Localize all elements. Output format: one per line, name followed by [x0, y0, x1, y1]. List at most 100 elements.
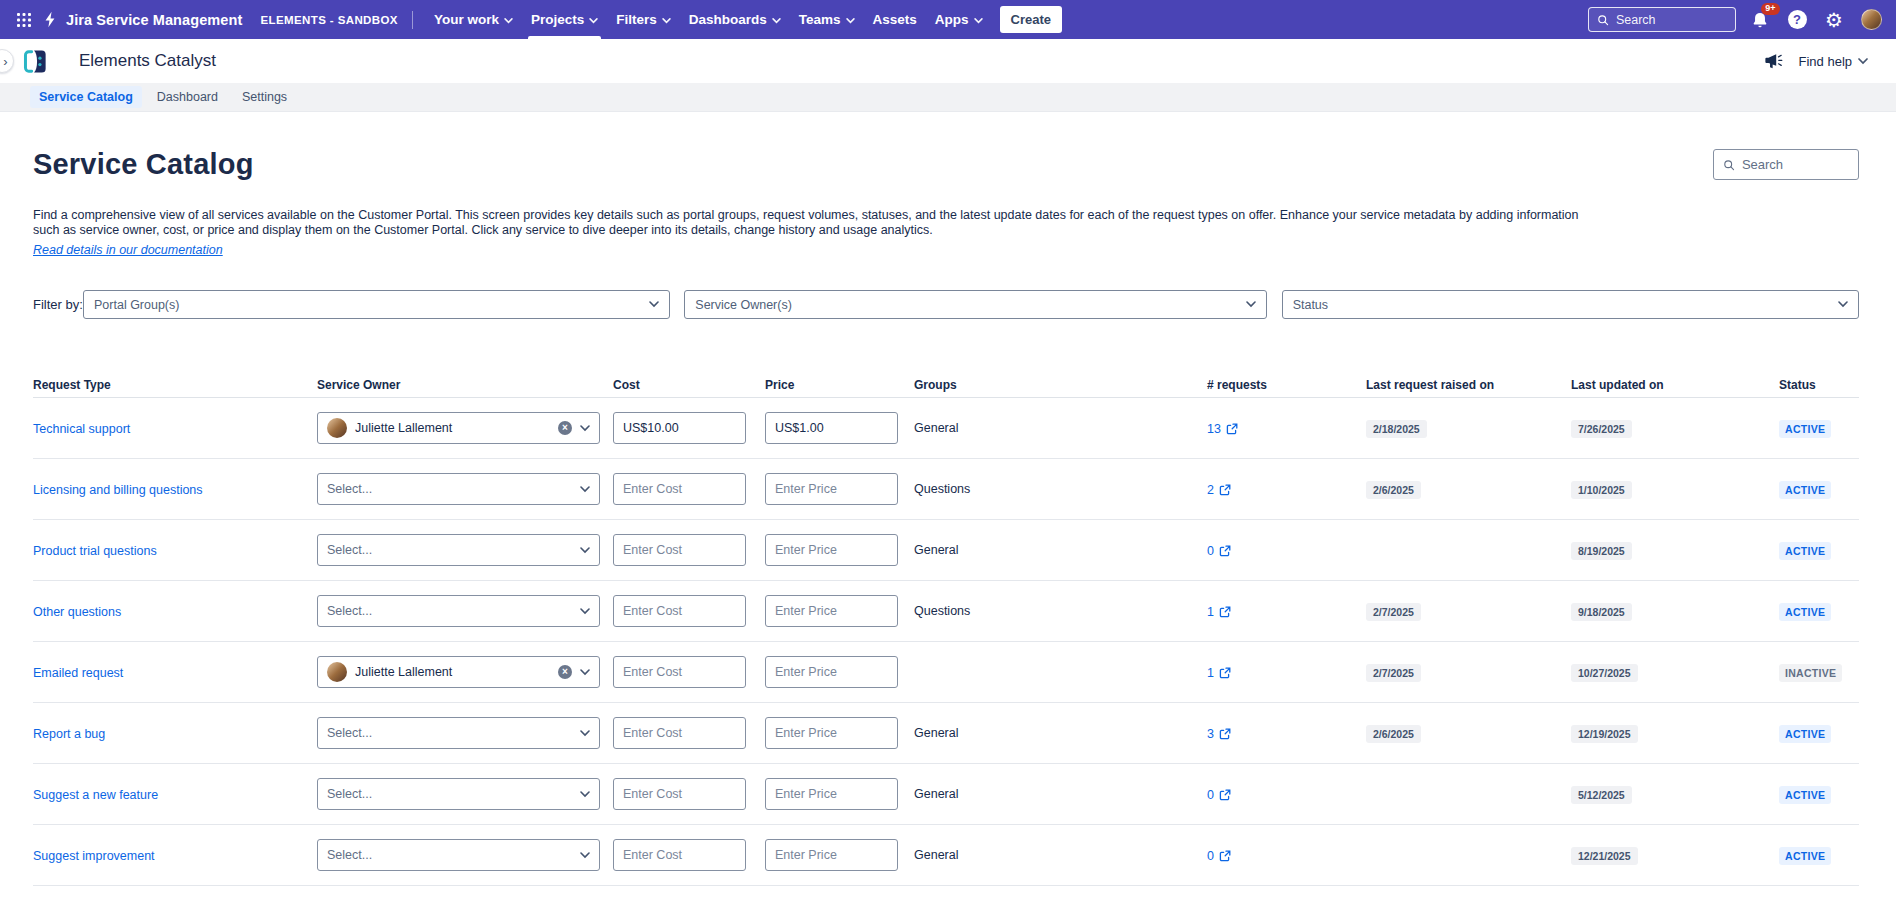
settings-button[interactable]: ⚙ — [1821, 7, 1847, 33]
portal-groups-filter[interactable]: Portal Group(s) — [83, 290, 670, 319]
cost-input[interactable] — [613, 473, 746, 505]
request-type-link[interactable]: Emailed request — [33, 666, 123, 680]
owner-select-placeholder: Select... — [327, 604, 372, 618]
request-type-link[interactable]: Technical support — [33, 422, 130, 436]
help-button[interactable]: ? — [1784, 7, 1810, 33]
status-badge: ACTIVE — [1779, 420, 1831, 438]
global-search[interactable] — [1588, 7, 1736, 32]
price-input[interactable] — [765, 534, 898, 566]
last-request-date: 2/7/2025 — [1366, 603, 1421, 621]
request-count-link[interactable]: 0 — [1207, 788, 1231, 802]
cost-input[interactable] — [613, 839, 746, 871]
table-row: Other questions Select... Questions 1 — [33, 581, 1859, 642]
price-input[interactable] — [765, 595, 898, 627]
documentation-link[interactable]: Read details in our documentation — [33, 243, 223, 257]
price-input[interactable] — [765, 473, 898, 505]
price-input[interactable] — [765, 839, 898, 871]
request-count-link[interactable]: 2 — [1207, 483, 1231, 497]
nav-item-teams[interactable]: Teams — [790, 0, 864, 39]
service-owner-select[interactable]: Select... — [317, 839, 600, 871]
status-filter[interactable]: Status — [1282, 290, 1859, 319]
price-input[interactable] — [765, 717, 898, 749]
service-owner-select[interactable]: Select... — [317, 595, 600, 627]
request-type-link[interactable]: Suggest a new feature — [33, 788, 158, 802]
request-type-link[interactable]: Report a bug — [33, 727, 105, 741]
cost-input[interactable] — [613, 717, 746, 749]
nav-item-filters[interactable]: Filters — [607, 0, 680, 39]
profile-button[interactable] — [1858, 7, 1884, 33]
service-owners-filter[interactable]: Service Owner(s) — [684, 290, 1266, 319]
description-line-1: Find a comprehensive view of all service… — [33, 208, 1859, 223]
request-type-link[interactable]: Licensing and billing questions — [33, 483, 203, 497]
price-input[interactable] — [765, 778, 898, 810]
table-body: Technical support Juliette Lallement × G… — [33, 398, 1859, 886]
last-updated-date: 12/21/2025 — [1571, 847, 1638, 865]
owner-avatar — [327, 418, 347, 438]
owner-select-placeholder: Select... — [327, 787, 372, 801]
elements-catalyst-logo-icon — [22, 48, 49, 75]
col-header-price: Price — [765, 378, 914, 392]
cost-input[interactable] — [613, 778, 746, 810]
user-avatar — [1861, 9, 1882, 30]
megaphone-icon[interactable] — [1764, 53, 1783, 70]
catalog-search-input[interactable] — [1742, 157, 1849, 172]
last-updated-date: 12/19/2025 — [1571, 725, 1638, 743]
request-count: 13 — [1207, 422, 1221, 436]
global-search-input[interactable] — [1616, 13, 1727, 27]
clear-owner-icon[interactable]: × — [558, 421, 572, 435]
cost-input[interactable] — [613, 412, 746, 444]
last-updated-date: 5/12/2025 — [1571, 786, 1632, 804]
service-owner-select[interactable]: Select... — [317, 473, 600, 505]
nav-item-assets[interactable]: Assets — [864, 0, 926, 39]
status-badge: ACTIVE — [1779, 725, 1831, 743]
request-type-link[interactable]: Product trial questions — [33, 544, 157, 558]
app-switcher-icon[interactable] — [10, 6, 38, 34]
col-header-cost: Cost — [613, 378, 765, 392]
cost-input[interactable] — [613, 656, 746, 688]
request-count: 0 — [1207, 849, 1214, 863]
tab-settings[interactable]: Settings — [233, 86, 296, 108]
status-badge: ACTIVE — [1779, 481, 1831, 499]
table-row: Suggest improvement Select... General 0 — [33, 825, 1859, 886]
nav-item-projects[interactable]: Projects — [522, 0, 607, 39]
request-count-link[interactable]: 0 — [1207, 544, 1231, 558]
request-count-link[interactable]: 1 — [1207, 666, 1231, 680]
request-count-link[interactable]: 3 — [1207, 727, 1231, 741]
app-title: Elements Catalyst — [79, 51, 216, 71]
owner-select-placeholder: Select... — [327, 848, 372, 862]
catalog-search[interactable] — [1713, 149, 1859, 180]
cost-input[interactable] — [613, 534, 746, 566]
request-count-link[interactable]: 0 — [1207, 849, 1231, 863]
external-link-icon — [1219, 667, 1231, 679]
nav-item-your-work[interactable]: Your work — [425, 0, 522, 39]
create-button[interactable]: Create — [1000, 6, 1062, 33]
description-line-2: such as service owner, cost, or price an… — [33, 223, 1859, 238]
request-count-link[interactable]: 1 — [1207, 605, 1231, 619]
request-type-link[interactable]: Other questions — [33, 605, 121, 619]
service-owner-select[interactable]: Juliette Lallement × — [317, 412, 600, 444]
price-input[interactable] — [765, 412, 898, 444]
request-type-link[interactable]: Suggest improvement — [33, 849, 155, 863]
service-owner-select[interactable]: Juliette Lallement × — [317, 656, 600, 688]
service-owner-select[interactable]: Select... — [317, 717, 600, 749]
notifications-button[interactable]: 9+ — [1747, 7, 1773, 33]
price-input[interactable] — [765, 656, 898, 688]
jira-logo[interactable]: Jira Service Management — [42, 11, 242, 28]
sidebar-expand-button[interactable]: › — [0, 49, 14, 73]
request-count: 1 — [1207, 666, 1214, 680]
nav-item-dashboards[interactable]: Dashboards — [680, 0, 790, 39]
groups-cell: Questions — [914, 482, 1207, 496]
tab-service-catalog[interactable]: Service Catalog — [30, 86, 142, 108]
external-link-icon — [1226, 423, 1238, 435]
col-header-last-updated: Last updated on — [1571, 378, 1779, 392]
clear-owner-icon[interactable]: × — [558, 665, 572, 679]
request-count-link[interactable]: 13 — [1207, 422, 1238, 436]
service-owner-select[interactable]: Select... — [317, 534, 600, 566]
cost-input[interactable] — [613, 595, 746, 627]
chevron-down-icon — [772, 18, 781, 24]
service-owner-select[interactable]: Select... — [317, 778, 600, 810]
chevron-down-icon — [504, 18, 513, 24]
nav-item-apps[interactable]: Apps — [926, 0, 992, 39]
find-help-dropdown[interactable]: Find help — [1799, 54, 1868, 69]
tab-dashboard[interactable]: Dashboard — [148, 86, 227, 108]
